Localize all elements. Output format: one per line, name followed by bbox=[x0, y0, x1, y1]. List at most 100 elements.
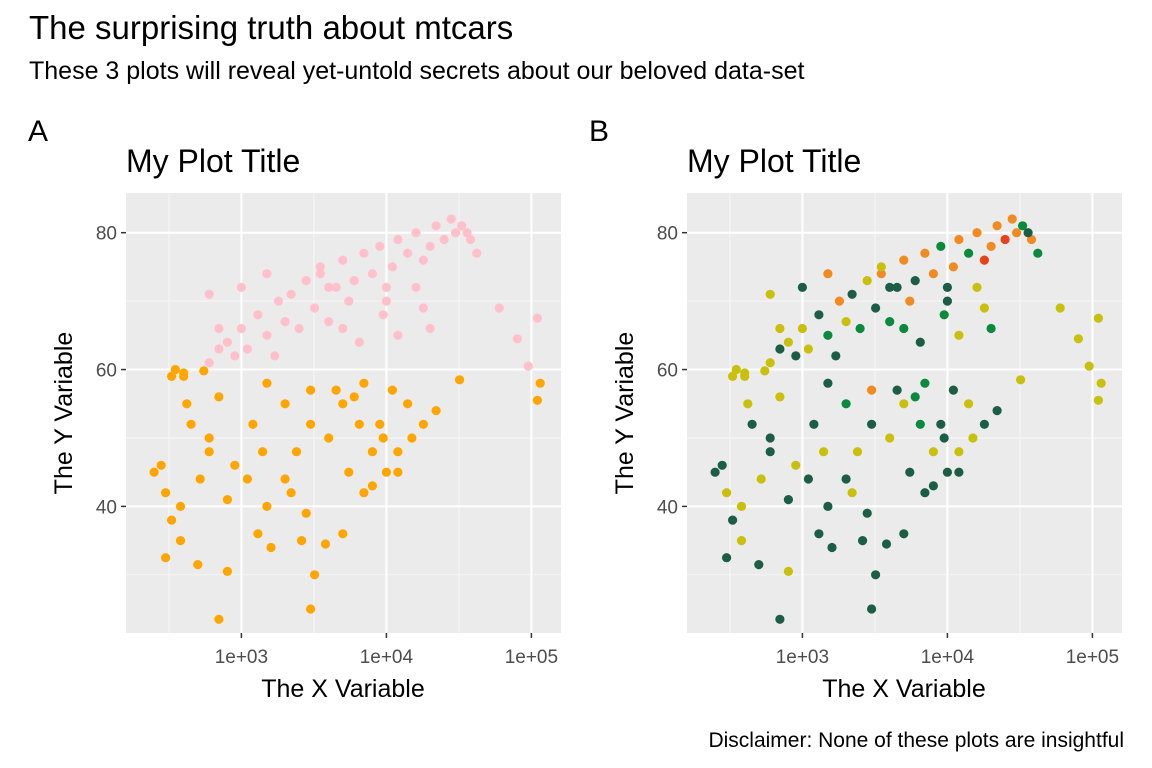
data-point bbox=[286, 488, 296, 498]
data-point bbox=[262, 378, 272, 388]
data-point bbox=[964, 399, 974, 409]
data-point bbox=[367, 481, 377, 491]
data-point bbox=[862, 508, 872, 518]
data-point bbox=[905, 296, 915, 306]
data-point bbox=[881, 539, 892, 549]
data-point bbox=[387, 385, 397, 395]
data-points bbox=[710, 214, 1106, 624]
data-point bbox=[156, 460, 166, 470]
data-point bbox=[736, 536, 747, 546]
data-point bbox=[472, 248, 482, 258]
data-point bbox=[286, 289, 296, 299]
data-point bbox=[920, 488, 930, 498]
data-point bbox=[359, 378, 369, 388]
data-point bbox=[939, 433, 949, 443]
data-point bbox=[375, 419, 385, 429]
data-point bbox=[331, 385, 341, 395]
data-point bbox=[359, 248, 369, 258]
data-point bbox=[910, 392, 920, 402]
data-point bbox=[823, 378, 833, 388]
data-point bbox=[280, 317, 290, 327]
data-point bbox=[214, 344, 224, 354]
data-point bbox=[381, 282, 391, 292]
data-point bbox=[182, 399, 192, 409]
figure-title: The surprising truth about mtcars bbox=[29, 9, 514, 46]
data-point bbox=[338, 255, 348, 265]
data-point bbox=[797, 323, 807, 334]
data-point bbox=[465, 234, 476, 245]
data-point bbox=[1016, 375, 1026, 385]
data-point bbox=[439, 234, 449, 245]
data-point bbox=[972, 228, 982, 238]
data-point bbox=[262, 269, 272, 279]
data-point bbox=[431, 406, 441, 416]
plot-area bbox=[126, 193, 561, 633]
data-point bbox=[161, 488, 171, 498]
data-point bbox=[324, 317, 334, 327]
data-point bbox=[494, 303, 504, 313]
data-point bbox=[230, 351, 240, 361]
data-point bbox=[204, 358, 214, 368]
data-point bbox=[199, 366, 209, 376]
data-point bbox=[222, 337, 232, 347]
data-point bbox=[803, 344, 813, 354]
data-point bbox=[740, 371, 750, 381]
data-point bbox=[1018, 221, 1028, 231]
data-point bbox=[819, 447, 829, 457]
x-tick-label: 1e+04 bbox=[921, 647, 975, 668]
data-point bbox=[954, 447, 964, 457]
data-point bbox=[195, 474, 205, 484]
data-point bbox=[186, 419, 196, 429]
data-point bbox=[315, 262, 325, 272]
data-point bbox=[403, 248, 413, 258]
data-point bbox=[814, 310, 824, 320]
data-point bbox=[823, 269, 833, 279]
data-point bbox=[378, 433, 388, 443]
panel-title: My Plot Title bbox=[687, 143, 861, 179]
data-point bbox=[928, 481, 938, 491]
data-point bbox=[954, 234, 964, 245]
data-point bbox=[747, 419, 757, 429]
data-point bbox=[320, 539, 331, 549]
data-point bbox=[367, 447, 377, 457]
data-points bbox=[149, 214, 545, 624]
data-point bbox=[367, 269, 377, 279]
data-point bbox=[783, 495, 793, 505]
data-point bbox=[1093, 313, 1103, 323]
data-point bbox=[349, 392, 359, 402]
data-point bbox=[253, 529, 263, 539]
data-point bbox=[535, 378, 545, 388]
data-point bbox=[214, 392, 224, 402]
data-point bbox=[867, 385, 877, 395]
data-point bbox=[1000, 234, 1010, 245]
data-point bbox=[852, 447, 863, 457]
data-point bbox=[324, 282, 334, 292]
data-point bbox=[258, 447, 268, 457]
data-point bbox=[1055, 303, 1065, 313]
data-point bbox=[236, 323, 246, 334]
data-point bbox=[948, 385, 958, 395]
data-point bbox=[754, 560, 764, 570]
data-point bbox=[791, 351, 801, 361]
data-point bbox=[765, 289, 775, 299]
data-point bbox=[306, 604, 316, 614]
data-point bbox=[344, 296, 354, 306]
data-point bbox=[942, 296, 952, 306]
data-point bbox=[915, 337, 925, 347]
data-point bbox=[387, 262, 397, 272]
data-point bbox=[349, 276, 359, 286]
data-point bbox=[262, 501, 272, 511]
data-point bbox=[783, 337, 793, 347]
data-point bbox=[338, 323, 348, 334]
data-point bbox=[411, 282, 421, 292]
data-point bbox=[885, 317, 895, 327]
data-point bbox=[204, 289, 214, 299]
data-point bbox=[979, 419, 989, 429]
data-point bbox=[1007, 214, 1017, 224]
data-point bbox=[736, 501, 747, 511]
data-point bbox=[775, 614, 785, 624]
data-point bbox=[964, 248, 974, 258]
data-point bbox=[871, 303, 881, 313]
x-tick-label: 1e+05 bbox=[1066, 647, 1119, 668]
data-point bbox=[954, 467, 964, 477]
